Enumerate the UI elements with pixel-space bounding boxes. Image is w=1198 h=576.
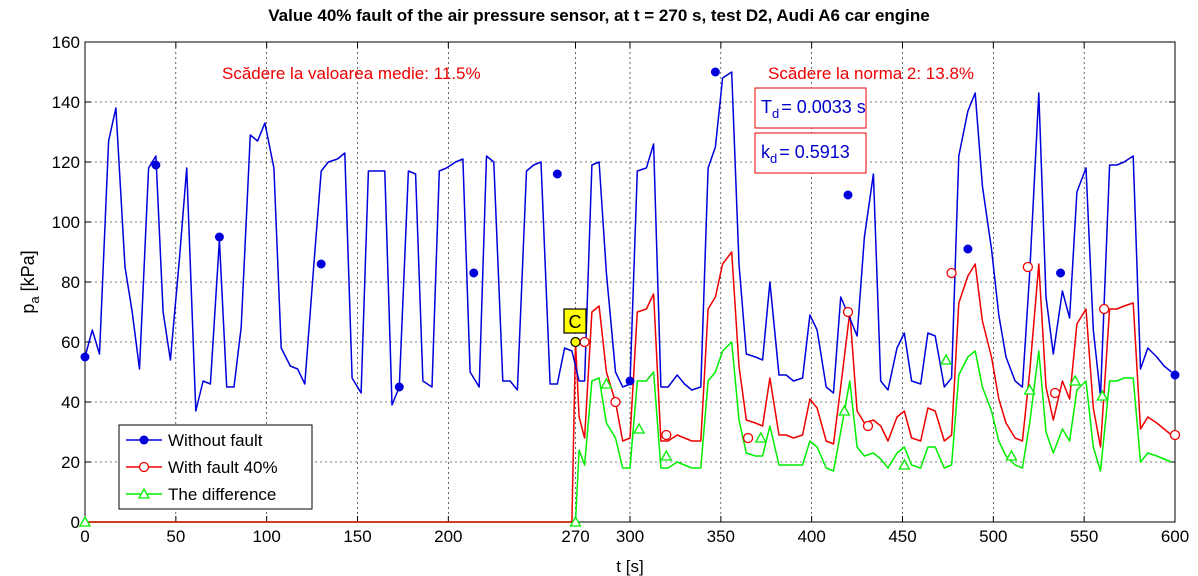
y-tick-label: 60 — [61, 333, 80, 352]
data-point-without-fault — [963, 244, 973, 254]
data-point-without-fault — [214, 232, 224, 242]
x-tick-label: 100 — [252, 527, 280, 546]
data-point-difference — [1068, 374, 1082, 386]
y-tick-label: 160 — [52, 33, 80, 52]
x-tick-label: 270 — [561, 527, 589, 546]
data-point-difference — [569, 515, 582, 527]
legend-label: With fault 40% — [168, 458, 278, 477]
data-point-difference — [754, 431, 767, 443]
legend-label: The difference — [168, 485, 276, 504]
data-point-difference — [838, 404, 851, 416]
data-point-with-fault — [610, 396, 621, 408]
data-point-with-fault — [1022, 261, 1033, 273]
legend-marker — [137, 487, 151, 499]
data-point-difference — [898, 458, 911, 470]
data-point-with-fault — [1049, 387, 1061, 399]
x-tick-label: 550 — [1070, 527, 1098, 546]
y-tick-label: 20 — [61, 453, 80, 472]
series-line-with-fault — [85, 251, 1172, 523]
legend-label: Without fault — [168, 431, 263, 450]
data-point-without-fault — [710, 67, 720, 77]
x-tick-label: 350 — [707, 527, 735, 546]
series-layer — [84, 71, 1172, 523]
data-point-difference — [660, 449, 673, 461]
x-tick-label: 400 — [797, 527, 825, 546]
y-tick-label: 80 — [61, 273, 80, 292]
y-tick-label: 100 — [52, 213, 80, 232]
fault-point-c-marker: C — [563, 308, 587, 348]
y-tick-label: 40 — [61, 393, 80, 412]
kd-annotation: kd = 0.5913 — [761, 142, 850, 166]
y-axis-label: pa [kPa] — [18, 250, 42, 313]
y-tick-label: 140 — [52, 93, 80, 112]
y-tick-label: 0 — [71, 513, 80, 532]
data-point-without-fault — [151, 160, 161, 170]
legend: Without fault With fault 40% The differenc… — [118, 424, 313, 510]
marker-layer — [78, 67, 1181, 527]
data-point-with-fault — [862, 420, 874, 432]
chart-title: Value 40% fault of the air pressure sens… — [268, 6, 930, 25]
c-point — [570, 336, 581, 348]
x-tick-label: 500 — [979, 527, 1007, 546]
data-point-with-fault — [946, 267, 957, 279]
data-point-without-fault — [1170, 370, 1180, 380]
td-box — [754, 87, 867, 129]
legend-marker — [139, 435, 149, 445]
data-point-without-fault — [625, 376, 635, 386]
data-point-without-fault — [316, 259, 326, 269]
y-axis-ticks: 0 20 40 60 80 100 120 140 160 — [52, 33, 1175, 532]
c-label-box — [563, 308, 587, 334]
data-point-difference — [1023, 383, 1036, 395]
data-point-difference — [632, 422, 646, 434]
x-tick-label: 0 — [80, 527, 89, 546]
series-line-difference — [85, 341, 1172, 523]
y-tick-label: 120 — [52, 153, 80, 172]
data-point-difference — [78, 515, 92, 527]
x-axis-label: t [s] — [616, 557, 643, 576]
legend-marker — [138, 461, 150, 473]
data-point-with-fault — [742, 432, 754, 444]
data-point-with-fault — [1099, 303, 1110, 315]
td-annotation: Td = 0.0033 s — [761, 97, 866, 121]
data-point-difference — [600, 377, 613, 389]
data-point-with-fault — [842, 306, 854, 318]
x-tick-label: 300 — [616, 527, 644, 546]
data-point-difference — [1005, 449, 1018, 461]
x-tick-label: 200 — [434, 527, 462, 546]
c-label: C — [569, 312, 582, 332]
x-tick-label: 600 — [1161, 527, 1189, 546]
mean-decrease-annotation: Scădere la valoarea medie: 11.5% — [222, 64, 481, 83]
kd-box — [754, 132, 867, 174]
data-point-without-fault — [469, 268, 479, 278]
x-tick-label: 450 — [888, 527, 916, 546]
data-point-without-fault — [1056, 268, 1066, 278]
x-tick-label: 150 — [343, 527, 371, 546]
data-point-with-fault — [661, 429, 672, 441]
data-point-with-fault — [579, 336, 590, 348]
data-point-without-fault — [394, 382, 404, 392]
data-point-with-fault — [1169, 429, 1181, 441]
series-line-without-fault — [84, 71, 1172, 412]
x-tick-label: 50 — [166, 527, 185, 546]
data-point-difference — [1096, 389, 1109, 401]
data-point-difference — [939, 353, 953, 365]
norm2-decrease-annotation: Scădere la norma 2: 13.8% — [768, 64, 974, 83]
data-point-without-fault — [843, 190, 853, 200]
data-point-without-fault — [552, 169, 562, 179]
data-point-without-fault — [80, 352, 90, 362]
